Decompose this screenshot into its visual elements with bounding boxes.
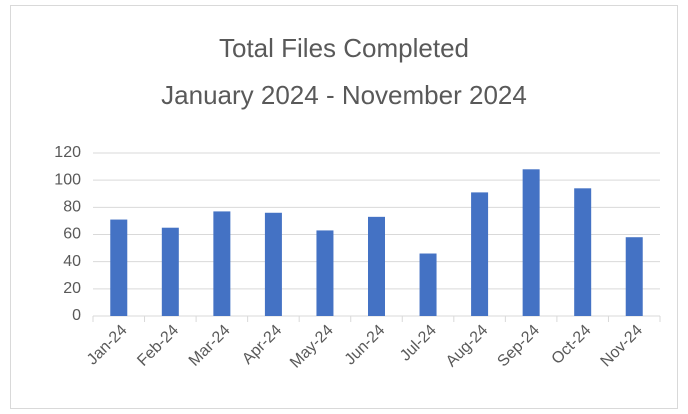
y-tick-label: 100: [54, 171, 81, 188]
bar: [264, 212, 282, 316]
bar: [213, 211, 231, 316]
bar: [625, 237, 643, 316]
bar: [471, 192, 489, 316]
bar: [161, 227, 179, 316]
y-tick-label: 20: [63, 280, 81, 297]
bar: [110, 219, 128, 316]
bar: [368, 216, 385, 316]
bar: [522, 169, 540, 316]
chart-subtitle: January 2024 - November 2024: [161, 80, 527, 110]
y-tick-label: 60: [63, 226, 81, 243]
y-tick-label: 120: [54, 144, 81, 161]
y-tick-label: 80: [63, 199, 81, 216]
bar: [419, 253, 437, 316]
y-tick-label: 40: [63, 253, 81, 270]
chart-title: Total Files Completed: [219, 33, 469, 63]
bar: [316, 230, 334, 316]
bar: [574, 188, 592, 316]
y-tick-label: 0: [72, 307, 81, 324]
